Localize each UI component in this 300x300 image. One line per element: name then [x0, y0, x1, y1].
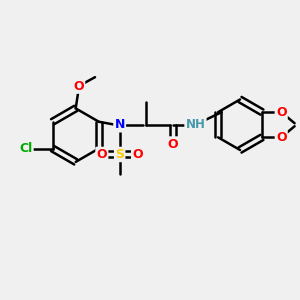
- Text: O: O: [74, 80, 84, 93]
- Text: O: O: [132, 148, 143, 161]
- Text: Cl: Cl: [19, 142, 32, 155]
- Text: O: O: [276, 131, 286, 144]
- Text: O: O: [276, 106, 286, 118]
- Text: O: O: [97, 148, 107, 161]
- Text: S: S: [115, 148, 124, 161]
- Text: N: N: [115, 118, 125, 131]
- Text: O: O: [168, 138, 178, 151]
- Text: NH: NH: [185, 118, 206, 131]
